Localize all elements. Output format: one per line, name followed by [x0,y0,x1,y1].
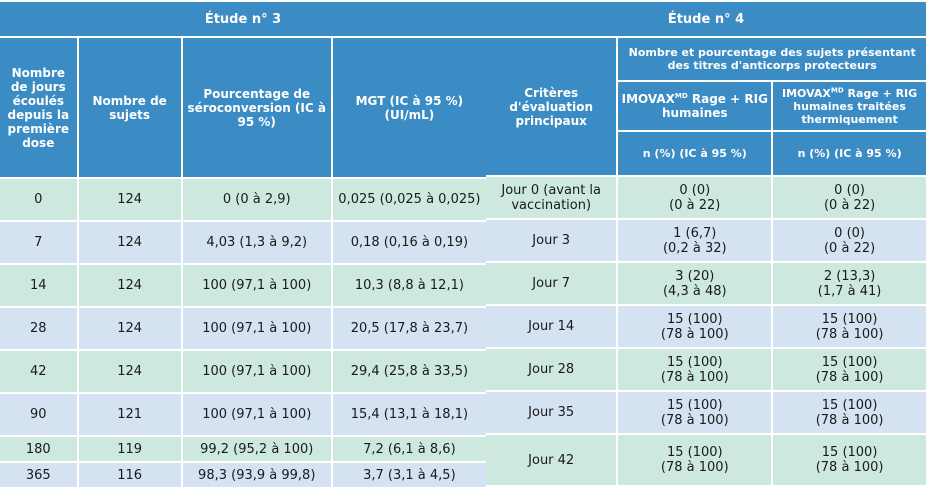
table-row: Jour 42 15 (100) (78 à 100) 15 (100) (78 à… [486,435,926,485]
table-row: Jour 14 15 (100) (78 à 100) 15 (100) (78 à… [486,306,926,347]
cell-imovax-rig-thermal: 0 (0) (0 à 22) [773,220,926,261]
cell-sero: 0 (0 à 2,9) [182,179,331,220]
cell-mgt: 7,2 (6,1 à 8,6) [332,437,486,461]
cell-subjects: 121 [78,394,181,435]
cell-sero: 98,3 (93,9 à 99,8) [182,463,331,487]
cell-imovax-rig-thermal: 0 (0) (0 à 22) [773,177,926,218]
cell-imovax-rig: 3 (20) (4,3 à 48) [618,263,772,304]
cell-criteria: Jour 42 [486,435,617,485]
cell-subjects: 124 [78,222,181,263]
cell-criteria: Jour 28 [486,349,617,390]
header-subjects: Nombre de sujets [78,38,181,177]
cell-sero: 100 (97,1 à 100) [182,265,331,306]
cell-mgt: 29,4 (25,8 à 33,5) [332,351,486,392]
header-imovax-rig-thermal: IMOVAXMD Rage + RIG humaines traitées th… [773,82,926,130]
cell-days: 42 [0,351,77,392]
cell-imovax-rig-thermal: 2 (13,3) (1,7 à 41) [773,263,926,304]
cell-sero: 100 (97,1 à 100) [182,351,331,392]
cell-mgt: 10,3 (8,8 à 12,1) [332,265,486,306]
cell-imovax-rig-thermal: 15 (100) (78 à 100) [773,349,926,390]
header-suffix: Rage + RIG humaines traitées thermiqueme… [793,86,918,126]
cell-criteria: Jour 14 [486,306,617,347]
cell-imovax-rig: 0 (0) (0 à 22) [618,177,772,218]
table-row: 365 116 98,3 (93,9 à 99,8) 3,7 (3,1 à 4,… [0,463,486,487]
table-row: 14 124 100 (97,1 à 100) 10,3 (8,8 à 12,1… [0,265,486,306]
study3-table: Étude n° 3 Nombre de jours écoulés depui… [0,2,486,487]
cell-days: 90 [0,394,77,435]
table-row: 28 124 100 (97,1 à 100) 20,5 (17,8 à 23,… [0,308,486,349]
cell-sero: 100 (97,1 à 100) [182,394,331,435]
cell-subjects: 124 [78,265,181,306]
study3-title: Étude n° 3 [0,2,486,36]
cell-mgt: 15,4 (13,1 à 18,1) [332,394,486,435]
table-row: Jour 0 (avant la vaccination) 0 (0) (0 à … [486,177,926,218]
cell-imovax-rig: 15 (100) (78 à 100) [618,306,772,347]
header-criteria: Critères d'évaluation principaux [486,38,617,175]
cell-sero: 4,03 (1,3 à 9,2) [182,222,331,263]
cell-imovax-rig: 1 (6,7) (0,2 à 32) [618,220,772,261]
header-npct-2: n (%) (IC à 95 %) [773,132,926,175]
header-imovax-rig: IMOVAXMD Rage + RIG humaines [618,82,772,130]
cell-subjects: 116 [78,463,181,487]
table-row: Jour 3 1 (6,7) (0,2 à 32) 0 (0) (0 à 22) [486,220,926,261]
cell-days: 0 [0,179,77,220]
cell-imovax-rig: 15 (100) (78 à 100) [618,349,772,390]
header-suffix: Rage + RIG humaines [661,92,768,120]
cell-criteria: Jour 3 [486,220,617,261]
header-npct-1: n (%) (IC à 95 %) [618,132,772,175]
cell-subjects: 124 [78,179,181,220]
trademark-mark: MD [674,92,688,100]
study4-table: Étude n° 4 Critères d'évaluation princip… [484,0,926,487]
cell-sero: 99,2 (95,2 à 100) [182,437,331,461]
table-row: 180 119 99,2 (95,2 à 100) 7,2 (6,1 à 8,6… [0,437,486,461]
brand-name: IMOVAX [621,92,675,106]
brand-name: IMOVAX [782,86,831,100]
cell-imovax-rig: 15 (100) (78 à 100) [618,392,772,433]
trademark-mark: MD [830,85,844,94]
header-seroconversion: Pourcentage de séroconversion (IC à 95 %… [182,38,331,177]
cell-subjects: 119 [78,437,181,461]
cell-criteria: Jour 0 (avant la vaccination) [486,177,617,218]
table-row: Jour 35 15 (100) (78 à 100) 15 (100) (78 à… [486,392,926,433]
cell-mgt: 0,025 (0,025 à 0,025) [332,179,486,220]
cell-subjects: 124 [78,351,181,392]
cell-days: 7 [0,222,77,263]
header-mgt: MGT (IC à 95 %) (UI/mL) [332,38,486,177]
table-row: Jour 28 15 (100) (78 à 100) 15 (100) (78 à… [486,349,926,390]
cell-subjects: 124 [78,308,181,349]
cell-mgt: 0,18 (0,16 à 0,19) [332,222,486,263]
cell-criteria: Jour 35 [486,392,617,433]
cell-sero: 100 (97,1 à 100) [182,308,331,349]
cell-imovax-rig-thermal: 15 (100) (78 à 100) [773,306,926,347]
header-group: Nombre et pourcentage des sujets présent… [618,38,926,80]
cell-imovax-rig-thermal: 15 (100) (78 à 100) [773,392,926,433]
cell-criteria: Jour 7 [486,263,617,304]
header-days: Nombre de jours écoulés depuis la premiè… [0,38,77,177]
table-row: 0 124 0 (0 à 2,9) 0,025 (0,025 à 0,025) [0,179,486,220]
cell-mgt: 20,5 (17,8 à 23,7) [332,308,486,349]
cell-imovax-rig-thermal: 15 (100) (78 à 100) [773,435,926,485]
table-row: 7 124 4,03 (1,3 à 9,2) 0,18 (0,16 à 0,19… [0,222,486,263]
cell-days: 180 [0,437,77,461]
table-row: 90 121 100 (97,1 à 100) 15,4 (13,1 à 18,… [0,394,486,435]
table-row: Jour 7 3 (20) (4,3 à 48) 2 (13,3) (1,7 à 4… [486,263,926,304]
cell-imovax-rig: 15 (100) (78 à 100) [618,435,772,485]
cell-days: 14 [0,265,77,306]
cell-days: 365 [0,463,77,487]
table-row: 42 124 100 (97,1 à 100) 29,4 (25,8 à 33,… [0,351,486,392]
study4-title: Étude n° 4 [486,2,926,36]
cell-mgt: 3,7 (3,1 à 4,5) [332,463,486,487]
cell-days: 28 [0,308,77,349]
